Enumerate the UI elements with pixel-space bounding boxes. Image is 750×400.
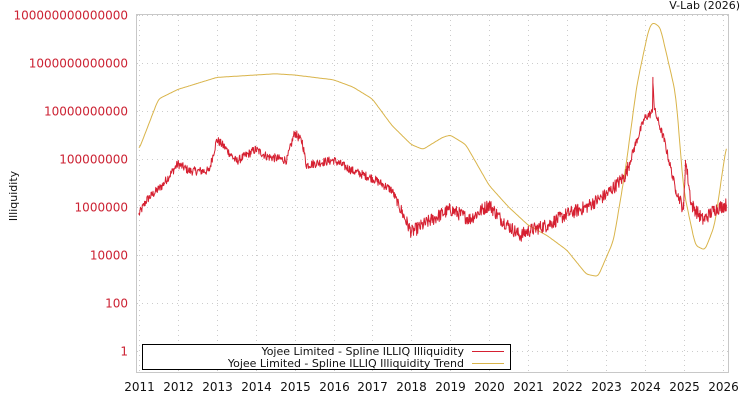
x-tick-label: 2017 xyxy=(357,380,388,394)
y-axis-label: Illiquidity xyxy=(7,170,20,221)
x-tick-label: 2018 xyxy=(396,380,427,394)
x-tick-label: 2024 xyxy=(630,380,661,394)
x-tick-label: 2016 xyxy=(319,380,350,394)
x-tick-label: 2021 xyxy=(513,380,544,394)
x-axis-ticks: 2011 2012 2013 2014 2015 2016 2017 2018 2019 2020… xyxy=(124,380,739,394)
credit-label: V-Lab (2026) xyxy=(669,0,740,12)
y-tick-label: 100000000 xyxy=(59,153,128,167)
x-tick-label: 2020 xyxy=(474,380,505,394)
x-tick-label: 2015 xyxy=(280,380,311,394)
y-axis-ticks: 100000000000000 1000000000000 10000000000 1… xyxy=(13,9,128,359)
x-tick-label: 2013 xyxy=(202,380,233,394)
x-tick-label: 2025 xyxy=(669,380,700,394)
grid-lines xyxy=(137,15,728,372)
y-tick-label: 10000 xyxy=(90,249,128,263)
legend-label-illiquidity: Yojee Limited - Spline ILLIQ Illiquidity xyxy=(260,345,464,358)
legend-label-trend: Yojee Limited - Spline ILLIQ Illiquidity… xyxy=(227,357,464,370)
x-tick-label: 2019 xyxy=(435,380,466,394)
y-tick-label: 1000000 xyxy=(75,201,128,215)
x-tick-label: 2026 xyxy=(708,380,739,394)
legend: Yojee Limited - Spline ILLIQ Illiquidity… xyxy=(142,344,511,370)
x-tick-label: 2012 xyxy=(163,380,194,394)
legend-box xyxy=(142,344,511,370)
x-tick-label: 2023 xyxy=(591,380,622,394)
x-tick-label: 2011 xyxy=(124,380,155,394)
y-tick-label: 1 xyxy=(120,345,128,359)
x-tick-label: 2022 xyxy=(552,380,583,394)
y-tick-label: 100 xyxy=(105,297,128,311)
y-tick-label: 10000000000 xyxy=(44,105,128,119)
y-tick-label: 1000000000000 xyxy=(29,57,128,71)
plot-series xyxy=(138,23,727,277)
y-tick-label: 100000000000000 xyxy=(13,9,128,23)
plot-frame xyxy=(136,14,729,373)
x-tick-label: 2014 xyxy=(241,380,272,394)
trend-series-line xyxy=(138,23,727,277)
illiquidity-series-line xyxy=(138,76,727,242)
